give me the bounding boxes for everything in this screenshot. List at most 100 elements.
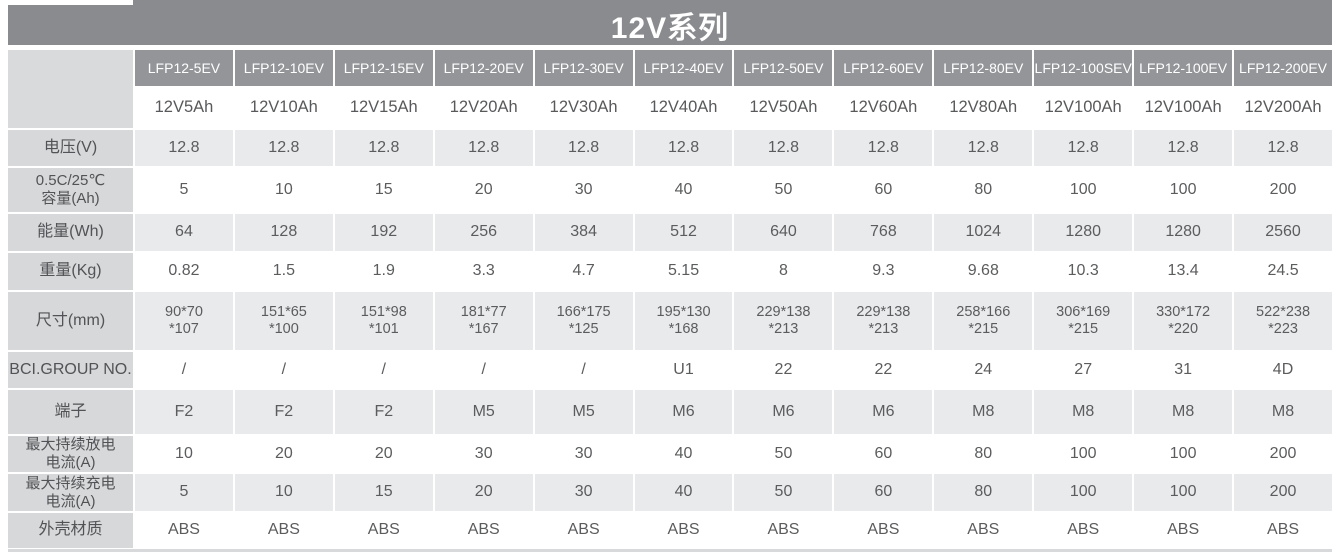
value-cell: / <box>234 352 333 388</box>
row-label: 能量(Wh) <box>8 214 133 251</box>
value-cell: 12.8 <box>234 130 333 166</box>
row-label: 0.5C/25℃ 容量(Ah) <box>8 168 133 212</box>
value-cell: 10 <box>234 168 333 212</box>
value-cell: 30 <box>534 436 633 472</box>
value-cell: ABS <box>334 513 433 548</box>
model-header-cell: LFP12-10EV <box>234 50 333 86</box>
value-cell: 100 <box>1134 168 1233 212</box>
value-cell: 22 <box>734 352 833 388</box>
value-cell: 15 <box>334 474 433 511</box>
value-cell: 100 <box>1034 474 1133 511</box>
value-cell: ABS <box>534 513 633 548</box>
value-cell: 100 <box>1034 436 1133 472</box>
value-cell: U1 <box>634 352 733 388</box>
value-cell: M6 <box>734 390 833 434</box>
value-cell: 258*166 *215 <box>934 292 1033 350</box>
value-cell: 31 <box>1134 352 1233 388</box>
value-cell: 151*98 *101 <box>334 292 433 350</box>
row-label: 端子 <box>8 390 133 434</box>
value-cell: ABS <box>135 513 233 548</box>
capacity-header-cell: 12V100Ah <box>1034 88 1133 128</box>
value-cell: 60 <box>834 474 933 511</box>
value-cell: 12.8 <box>834 130 933 166</box>
model-header-cell: LFP12-60EV <box>834 50 933 86</box>
model-header-cell: LFP12-20EV <box>434 50 533 86</box>
capacity-header-cell: 12V15Ah <box>334 88 433 128</box>
value-cell: 166*175 *125 <box>534 292 633 350</box>
value-cell: M5 <box>534 390 633 434</box>
value-cell: F2 <box>135 390 233 434</box>
value-cell: ABS <box>934 513 1033 548</box>
value-cell: 1280 <box>1034 214 1133 251</box>
model-header-cell: LFP12-5EV <box>135 50 233 86</box>
value-cell: 12.8 <box>934 130 1033 166</box>
model-header-cell: LFP12-100SEV <box>1034 50 1133 86</box>
capacity-header-cell: 12V100Ah <box>1134 88 1233 128</box>
value-cell: 10 <box>234 474 333 511</box>
value-cell: 12.8 <box>734 130 833 166</box>
value-cell: M6 <box>834 390 933 434</box>
value-cell: 60 <box>834 168 933 212</box>
value-cell: 12.8 <box>534 130 633 166</box>
value-cell: 151*65 *100 <box>234 292 333 350</box>
value-cell: 1024 <box>934 214 1033 251</box>
row-label: 最大持续放电 电流(A) <box>8 436 133 472</box>
value-cell: 12.8 <box>1234 130 1332 166</box>
value-cell: 10.3 <box>1034 253 1133 290</box>
capacity-header-cell: 12V80Ah <box>934 88 1033 128</box>
capacity-header-cell: 12V50Ah <box>734 88 833 128</box>
value-cell: 12.8 <box>135 130 233 166</box>
capacity-header-cell: 12V10Ah <box>234 88 333 128</box>
value-cell: 1.5 <box>234 253 333 290</box>
value-cell: 20 <box>234 436 333 472</box>
value-cell: M5 <box>434 390 533 434</box>
capacity-header-cell: 12V40Ah <box>634 88 733 128</box>
value-cell: / <box>334 352 433 388</box>
model-header-cell: LFP12-80EV <box>934 50 1033 86</box>
value-cell: 30 <box>434 436 533 472</box>
value-cell: M8 <box>1034 390 1133 434</box>
value-cell: 5.15 <box>634 253 733 290</box>
model-header-cell: LFP12-40EV <box>634 50 733 86</box>
value-cell: 64 <box>135 214 233 251</box>
value-cell: 27 <box>1034 352 1133 388</box>
value-cell: 24 <box>934 352 1033 388</box>
value-cell: 20 <box>334 436 433 472</box>
value-cell: 229*138 *213 <box>734 292 833 350</box>
capacity-header-cell: 12V200Ah <box>1234 88 1332 128</box>
value-cell: 1280 <box>1134 214 1233 251</box>
value-cell: 80 <box>934 474 1033 511</box>
value-cell: 128 <box>234 214 333 251</box>
value-cell: ABS <box>634 513 733 548</box>
table-bottom-border <box>8 549 1332 552</box>
value-cell: 40 <box>634 436 733 472</box>
value-cell: ABS <box>834 513 933 548</box>
value-cell: / <box>135 352 233 388</box>
capacity-header-cell: 12V60Ah <box>834 88 933 128</box>
capacity-header-cell: 12V30Ah <box>534 88 633 128</box>
table-corner-cell <box>8 50 133 128</box>
value-cell: 640 <box>734 214 833 251</box>
value-cell: 12.8 <box>434 130 533 166</box>
value-cell: ABS <box>734 513 833 548</box>
value-cell: / <box>534 352 633 388</box>
value-cell: 3.3 <box>434 253 533 290</box>
value-cell: 1.9 <box>334 253 433 290</box>
row-label: 重量(Kg) <box>8 253 133 290</box>
value-cell: F2 <box>234 390 333 434</box>
value-cell: 195*130 *168 <box>634 292 733 350</box>
model-header-cell: LFP12-50EV <box>734 50 833 86</box>
value-cell: 50 <box>734 474 833 511</box>
value-cell: 200 <box>1234 168 1332 212</box>
value-cell: 9.3 <box>834 253 933 290</box>
value-cell: 4D <box>1234 352 1332 388</box>
model-header-cell: LFP12-30EV <box>534 50 633 86</box>
page-title: 12V系列 <box>610 12 730 45</box>
value-cell: 20 <box>434 474 533 511</box>
value-cell: ABS <box>434 513 533 548</box>
value-cell: 522*238 *223 <box>1234 292 1332 350</box>
value-cell: 306*169 *215 <box>1034 292 1133 350</box>
value-cell: 200 <box>1234 436 1332 472</box>
value-cell: 60 <box>834 436 933 472</box>
row-label: 尺寸(mm) <box>8 292 133 350</box>
